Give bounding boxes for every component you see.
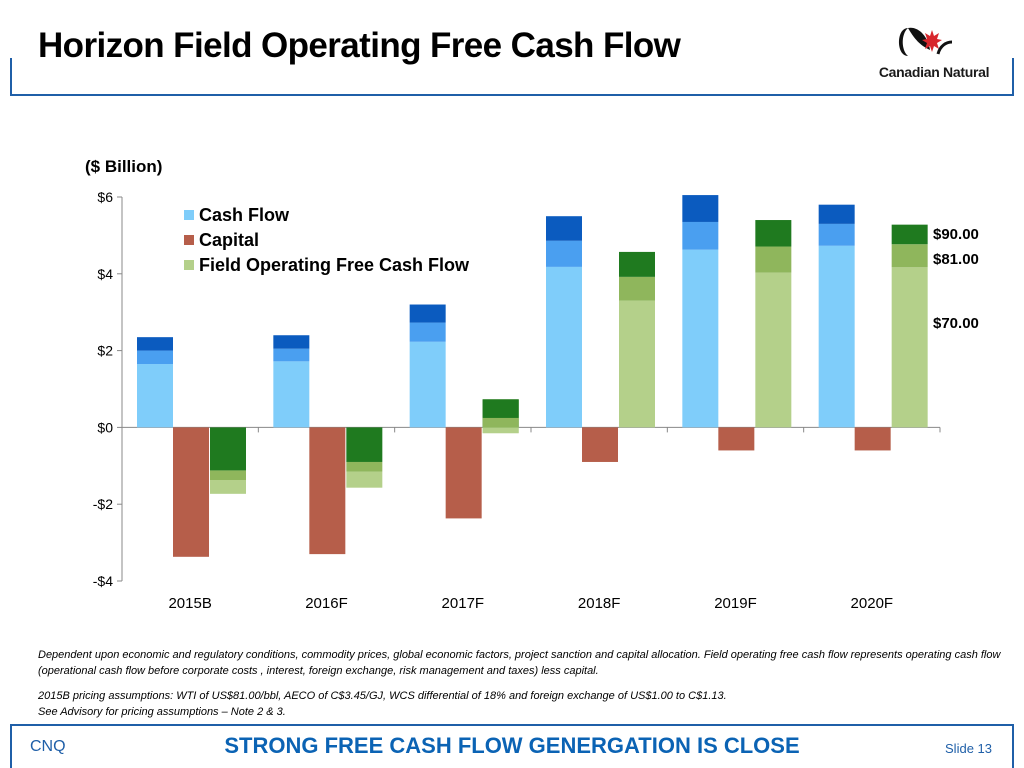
bar-cash-flow-1 (818, 245, 855, 428)
x-tick-label: 2016F (305, 595, 348, 612)
bar-fcf-3 (891, 224, 928, 245)
x-tick-label: 2020F (851, 595, 894, 612)
y-axis-label: ($ Billion) (85, 157, 162, 176)
bar-cash-flow-3 (682, 195, 719, 222)
bar-capital (173, 427, 209, 557)
cash-flow-chart: ($ Billion) $6 $4 $2 $0 -$2 -$4 2015B 2016F 2017F… (85, 157, 979, 612)
footnote-advisory: See Advisory for pricing assumptions – N… (38, 706, 286, 718)
y-tick-label: $6 (97, 189, 113, 205)
bar-cash-flow-1 (409, 341, 446, 428)
bar-cash-flow-2 (682, 221, 719, 250)
legend-label: Cash Flow (199, 205, 290, 225)
logo-text: Canadian Natural (878, 64, 990, 80)
y-tick-label: $0 (97, 419, 113, 435)
legend-label: Field Operating Free Cash Flow (199, 255, 470, 275)
bar-fcf-1 (755, 272, 792, 428)
bar-cash-flow-3 (273, 335, 310, 349)
x-tick-label: 2019F (714, 595, 757, 612)
bar-cash-flow-2 (818, 223, 855, 246)
legend-swatch (184, 210, 194, 220)
x-tick-label: 2017F (442, 595, 485, 612)
y-tick-label: $2 (97, 343, 113, 359)
bar-cash-flow-1 (682, 249, 719, 428)
bar-fcf-2 (891, 244, 928, 268)
legend-label: Capital (199, 230, 259, 250)
bar-capital (582, 427, 618, 462)
company-logo: Canadian Natural (868, 20, 1000, 84)
bar-cash-flow-3 (546, 216, 582, 241)
y-tick-label: -$4 (93, 573, 113, 589)
bar-fcf-3 (755, 220, 792, 247)
bar-capital (718, 427, 755, 451)
y-tick-label: $4 (97, 266, 113, 282)
bar-cash-flow-2 (409, 322, 446, 342)
title-frame (10, 58, 1014, 96)
bar-fcf-1 (619, 300, 655, 428)
x-tick-label: 2018F (578, 595, 621, 612)
price-label: $70.00 (933, 315, 979, 332)
canadian-natural-logo-icon (899, 27, 953, 56)
bar-cash-flow-1 (137, 364, 173, 428)
bar-fcf-2 (755, 246, 792, 273)
bar-fcf-2 (210, 470, 246, 481)
bar-cash-flow-3 (137, 337, 173, 351)
bar-capital (854, 427, 891, 451)
footer-ticker: CNQ (30, 738, 66, 755)
footnote-definition: Dependent upon economic and regulatory c… (38, 649, 1001, 677)
bar-cash-flow-1 (273, 361, 310, 428)
bar-fcf-1 (210, 480, 246, 494)
bar-fcf-3 (619, 251, 655, 277)
bar-cash-flow-1 (546, 266, 582, 428)
bar-cash-flow-3 (818, 204, 855, 224)
legend-swatch (184, 260, 194, 270)
legend-swatch (184, 235, 194, 245)
bar-capital (445, 427, 482, 519)
y-tick-label: -$2 (93, 496, 113, 512)
bar-fcf-1 (346, 471, 383, 488)
bar-fcf-1 (482, 427, 519, 434)
footer-tagline: STRONG FREE CASH FLOW GENERGATION IS CLO… (224, 733, 800, 758)
footnote-pricing: 2015B pricing assumptions: WTI of US$81.… (38, 690, 727, 702)
bar-fcf-2 (482, 417, 519, 428)
bar-fcf-2 (619, 276, 655, 301)
slide-title: Horizon Field Operating Free Cash Flow (38, 26, 681, 65)
bar-fcf-3 (210, 427, 246, 471)
bar-cash-flow-2 (137, 350, 173, 365)
price-label: $90.00 (933, 226, 979, 243)
footer-frame (10, 724, 1014, 768)
bar-cash-flow-2 (546, 240, 582, 267)
x-tick-label: 2015B (168, 595, 211, 612)
bar-cash-flow-3 (409, 304, 446, 323)
bar-fcf-1 (891, 267, 928, 428)
bar-fcf-3 (482, 399, 519, 418)
bar-capital (309, 427, 346, 555)
slide-number: Slide 13 (945, 741, 992, 756)
bar-fcf-2 (346, 461, 383, 472)
bar-fcf-3 (346, 427, 383, 462)
price-label: $81.00 (933, 251, 979, 268)
bar-cash-flow-2 (273, 348, 310, 362)
